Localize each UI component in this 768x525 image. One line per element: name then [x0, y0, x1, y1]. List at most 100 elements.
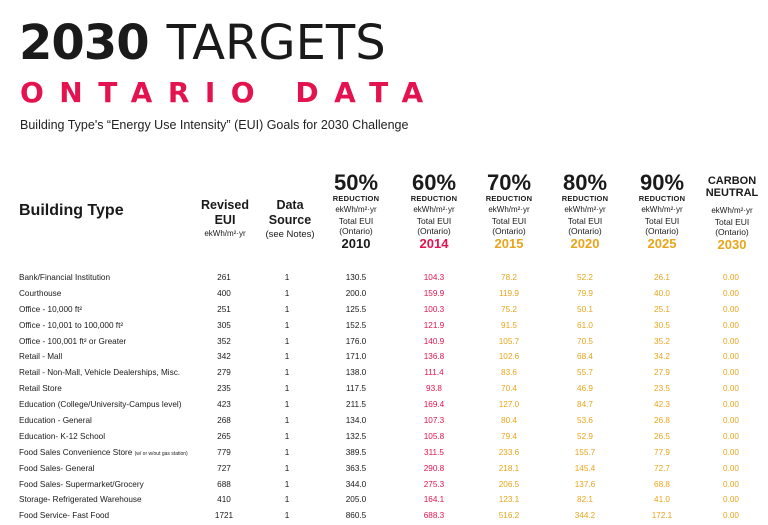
table-row: Retail Store 235 1 117.5 93.8 70.4 46.9 23.5 0.0… [19, 382, 759, 398]
building-type-name: Courthouse [19, 289, 61, 298]
target-eui-cell: 211.5 [346, 400, 366, 410]
table-row: Office - 10,000 ft² 251 1 125.5 100.3 75.2 50.… [19, 303, 759, 319]
target-eui-cell: 233.6 [498, 447, 520, 457]
building-type-label: Food Sales- General [19, 463, 95, 473]
table-row: Office - 100,001 ft² or Greater 352 1 176.0… [19, 335, 759, 351]
revised-cell: 261 [217, 273, 231, 282]
target-eui-cell: 42.3 [654, 400, 670, 410]
building-type-label: Food Sales Convenience Store [19, 447, 133, 457]
tagline: Building Type's “Energy Use Intensity” (… [20, 118, 409, 132]
target-eui-cell: 344.0 [345, 479, 367, 489]
target-eui-cell: 164.1 [423, 495, 445, 505]
header-target-2015: 70% REDUCTION ekWh/m²·yr Total EUI (Onta… [485, 170, 533, 252]
building-type-label: Office - 10,001 to 100,000 ft² [19, 320, 124, 330]
target-eui-cell: 50.1 [577, 304, 593, 314]
target-eui-cell: 111.4 [424, 368, 444, 378]
target-eui-cell: 0.00 [723, 447, 739, 457]
target-eui-cell: 40.0 [654, 288, 670, 298]
target-eui-cell: 83.6 [501, 368, 517, 378]
source-cell: 1 [284, 416, 290, 426]
building-type-name: Education - General [19, 416, 92, 425]
building-type-label: Retail - Mall [19, 352, 63, 362]
source-cell: 1 [284, 288, 290, 298]
header-building-type: Building Type [19, 202, 124, 219]
table-row: Education - General 268 1 134.0 107.3 80.4 53.… [19, 414, 759, 430]
target-eui-cell: 121.9 [423, 320, 445, 330]
target-eui-cell: 0.00 [723, 495, 739, 505]
target-eui-cell: 389.5 [345, 447, 367, 457]
header-target-2010: 50% REDUCTION ekWh/m²·yr Total EUI (Onta… [332, 170, 380, 252]
target-eui-cell: 30.5 [654, 320, 670, 330]
building-type-name: Food Sales- Supermarket/Grocery [19, 480, 144, 489]
target-eui-cell: 0.00 [723, 384, 739, 394]
table-row: Food Sales- General 727 1 363.5 290.8 218.1 14… [19, 462, 759, 478]
target-eui-cell: 79.4 [501, 431, 517, 441]
target-eui-cell: 0.00 [723, 273, 739, 282]
target-eui-cell: 80.4 [501, 416, 517, 426]
target-eui-cell: 169.4 [423, 400, 445, 410]
source-cell: 1 [284, 368, 290, 378]
title-year: 2030 [19, 15, 150, 71]
target-eui-cell: 127.0 [498, 400, 520, 410]
revised-cell: 688 [217, 479, 231, 489]
header-target-2014: 60% REDUCTION ekWh/m²·yr Total EUI (Onta… [410, 170, 458, 252]
target-eui-cell: 0.00 [723, 463, 739, 473]
target-eui-cell: 55.7 [577, 368, 593, 378]
building-type-label: Office - 10,000 ft² [19, 304, 83, 314]
target-eui-cell: 52.2 [577, 273, 593, 282]
target-eui-cell: 26.1 [654, 273, 670, 282]
target-eui-cell: 107.3 [423, 416, 445, 426]
target-eui-cell: 688.3 [423, 511, 445, 521]
revised-cell: 400 [217, 288, 231, 298]
table-row: Education- K-12 School 265 1 132.5 105.8 79.4… [19, 430, 759, 446]
target-eui-cell: 152.5 [345, 320, 367, 330]
building-type-name: Food Sales- General [19, 464, 95, 473]
target-eui-cell: 117.5 [346, 384, 366, 394]
target-eui-cell: 70.4 [501, 384, 517, 394]
table-row: Education (College/University-Campus lev… [19, 398, 759, 414]
building-type-name: Education- K-12 School [19, 432, 105, 441]
revised-cell: 779 [217, 447, 231, 457]
building-type-label: Courthouse [19, 288, 62, 298]
revised-cell: 279 [217, 368, 231, 378]
target-eui-cell: 171.0 [345, 352, 367, 362]
table-row: Courthouse 400 1 200.0 159.9 119.9 79.9 40.0 0.0… [19, 287, 759, 303]
source-cell: 1 [284, 320, 290, 330]
source-cell: 1 [284, 384, 290, 394]
revised-cell: 727 [217, 463, 231, 473]
revised-cell: 251 [217, 304, 231, 314]
page-subtitle: ONTARIO DATA [20, 76, 439, 109]
revised-cell: 235 [217, 384, 231, 394]
building-type-label: Retail Store [19, 384, 62, 394]
target-eui-cell: 132.5 [345, 431, 367, 441]
target-eui-cell: 311.5 [424, 447, 444, 457]
table-row: Food Sales- Supermarket/Grocery 688 1 344.0… [19, 478, 759, 494]
target-eui-cell: 172.1 [651, 511, 673, 521]
revised-cell: 423 [217, 400, 231, 410]
target-eui-cell: 860.5 [345, 511, 367, 521]
building-type-name: Office - 10,000 ft² [19, 305, 82, 314]
target-eui-cell: 363.5 [345, 463, 367, 473]
revised-cell: 352 [217, 336, 231, 346]
building-type-name: Bank/Financial Institution [19, 273, 110, 282]
source-cell: 1 [284, 463, 290, 473]
source-cell: 1 [284, 336, 290, 346]
target-eui-cell: 78.2 [501, 273, 517, 282]
target-eui-cell: 0.00 [723, 479, 739, 489]
target-eui-cell: 61.0 [577, 320, 593, 330]
target-eui-cell: 26.5 [654, 431, 670, 441]
building-type-name: Retail - Non-Mall, Vehicle Dealerships, … [19, 368, 180, 377]
target-eui-cell: 290.8 [423, 463, 445, 473]
building-type-name: Food Service- Fast Food [19, 511, 109, 520]
source-cell: 1 [284, 304, 290, 314]
target-eui-cell: 93.8 [426, 384, 442, 394]
target-eui-cell: 0.00 [723, 431, 739, 441]
target-eui-cell: 102.6 [498, 352, 520, 362]
target-eui-cell: 25.1 [654, 304, 670, 314]
target-eui-cell: 140.9 [423, 336, 445, 346]
target-eui-cell: 75.2 [501, 304, 517, 314]
target-eui-cell: 344.2 [574, 511, 596, 521]
header-revised-eui: Revised EUI ekWh/m²·yr [201, 198, 249, 238]
revised-cell: 342 [217, 352, 231, 362]
target-eui-cell: 0.00 [723, 320, 739, 330]
